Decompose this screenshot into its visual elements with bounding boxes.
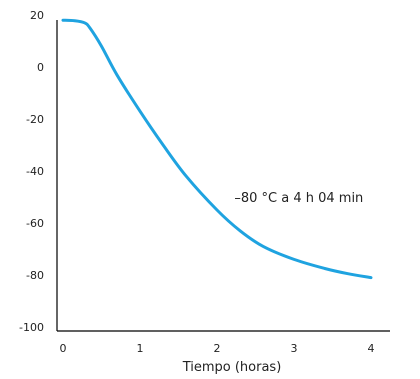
x-tick-labels: 0 1 2 3 4 xyxy=(60,342,375,355)
annotation-label: –80 °C a 4 h 04 min xyxy=(234,191,363,206)
y-tick-labels: 20 0 -20 -40 -60 -80 -100 xyxy=(19,9,44,334)
y-tick-label: -80 xyxy=(26,269,44,282)
y-tick-label: 20 xyxy=(30,9,44,22)
x-tick-label: 4 xyxy=(368,342,375,355)
annotation-layer: –80 °C a 4 h 04 min xyxy=(234,191,363,206)
y-tick-label: -60 xyxy=(26,217,44,230)
x-tick-label: 2 xyxy=(214,342,221,355)
series-line-temperature xyxy=(61,18,373,280)
x-tick-label: 1 xyxy=(137,342,144,355)
x-tick-label: 3 xyxy=(291,342,298,355)
y-tick-label: -100 xyxy=(19,321,44,334)
y-tick-label: 0 xyxy=(37,61,44,74)
y-tick-label: -40 xyxy=(26,165,44,178)
series-layer xyxy=(61,18,373,280)
x-axis-title: Tiempo (horas) xyxy=(182,360,282,375)
y-tick-label: -20 xyxy=(26,113,44,126)
x-tick-label: 0 xyxy=(60,342,67,355)
